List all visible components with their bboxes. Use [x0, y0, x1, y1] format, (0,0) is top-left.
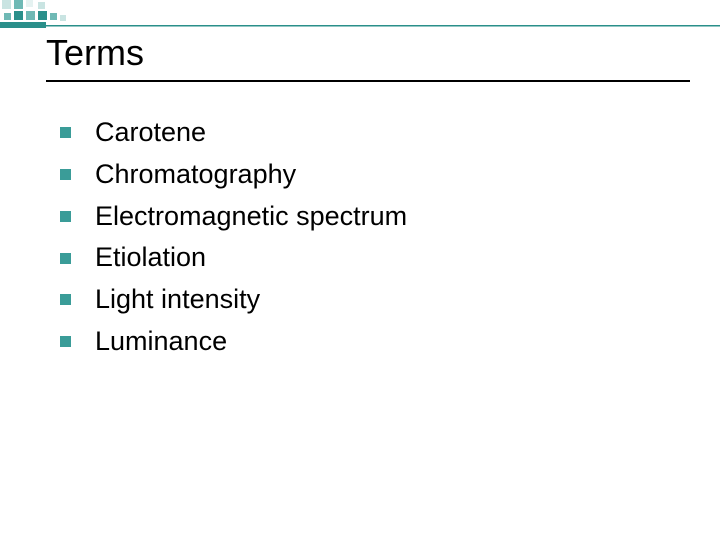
- square-bullet-icon: [60, 211, 71, 222]
- square-bullet-icon: [60, 169, 71, 180]
- list-item-label: Etiolation: [95, 241, 206, 275]
- square-bullet-icon: [60, 336, 71, 347]
- square-bullet-icon: [60, 294, 71, 305]
- list-item-label: Luminance: [95, 325, 227, 359]
- list-item-label: Chromatography: [95, 158, 296, 192]
- list-item: Luminance: [60, 325, 407, 359]
- list-item: Light intensity: [60, 283, 407, 317]
- header-decoration: [0, 0, 720, 30]
- list-item-label: Carotene: [95, 116, 206, 150]
- title-underline: [46, 80, 690, 82]
- list-item: Carotene: [60, 116, 407, 150]
- square-bullet-icon: [60, 253, 71, 264]
- square-bullet-icon: [60, 127, 71, 138]
- list-item: Chromatography: [60, 158, 407, 192]
- list-item-label: Light intensity: [95, 283, 260, 317]
- slide-title: Terms: [46, 32, 690, 80]
- list-item-label: Electromagnetic spectrum: [95, 200, 407, 234]
- list-item: Etiolation: [60, 241, 407, 275]
- list-item: Electromagnetic spectrum: [60, 200, 407, 234]
- terms-list: Carotene Chromatography Electromagnetic …: [60, 116, 407, 367]
- title-block: Terms: [46, 32, 690, 82]
